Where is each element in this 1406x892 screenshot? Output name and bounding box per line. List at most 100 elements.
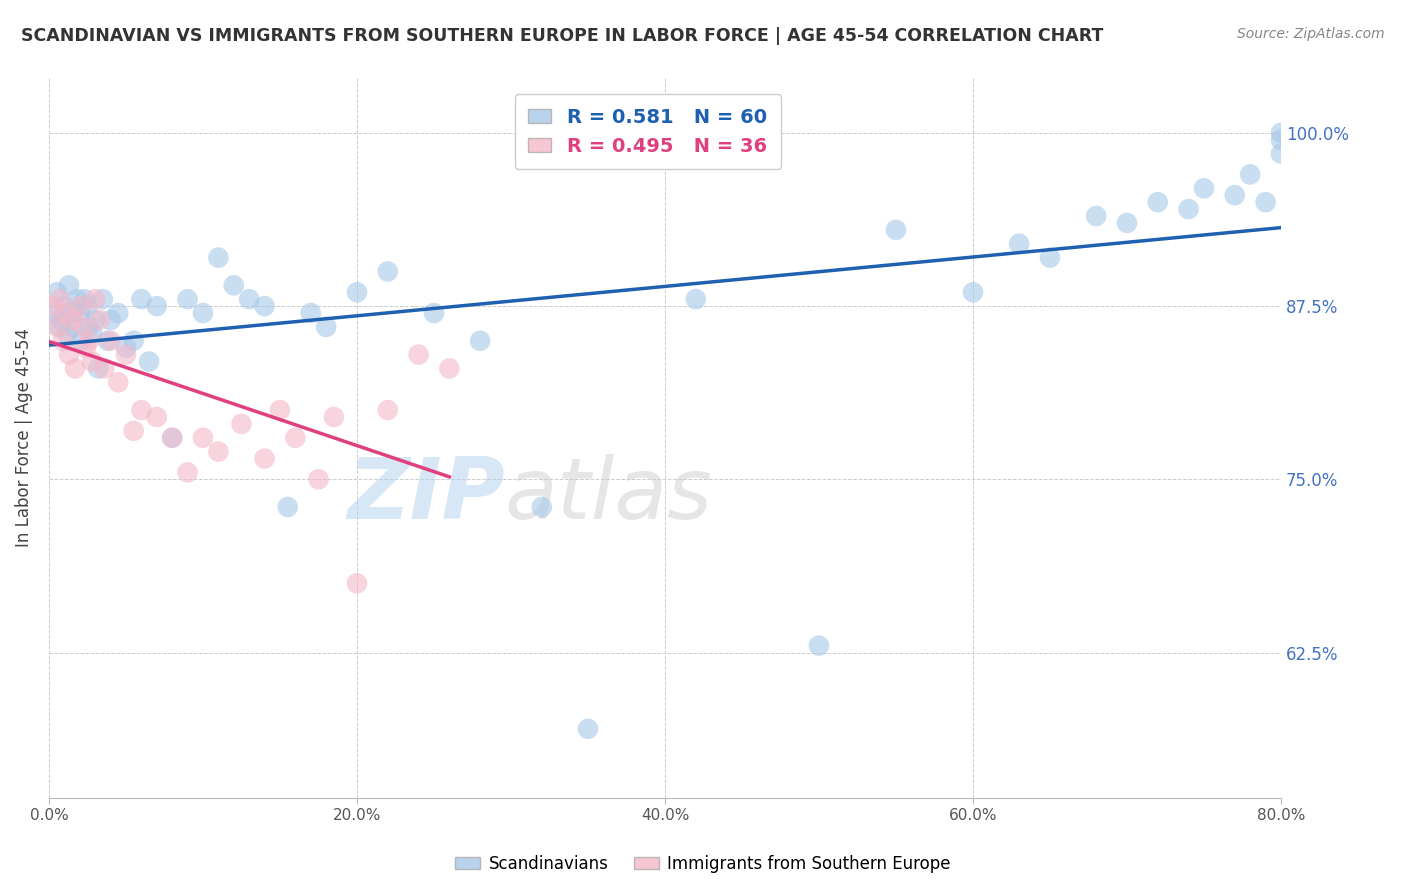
Point	[315, 319, 337, 334]
Point	[122, 424, 145, 438]
Point	[89, 313, 111, 327]
Point	[69, 306, 91, 320]
Point	[42, 299, 65, 313]
Point	[222, 278, 245, 293]
Point	[75, 341, 97, 355]
Point	[58, 348, 80, 362]
Point	[1254, 195, 1277, 210]
Point	[160, 431, 183, 445]
Point	[93, 361, 115, 376]
Point	[439, 361, 461, 376]
Point	[269, 403, 291, 417]
Point	[70, 334, 93, 348]
Text: atlas: atlas	[505, 454, 713, 537]
Point	[685, 292, 707, 306]
Point	[423, 306, 446, 320]
Point	[377, 264, 399, 278]
Point	[1239, 168, 1261, 182]
Point	[80, 354, 103, 368]
Point	[76, 299, 98, 313]
Point	[84, 313, 107, 327]
Legend: R = 0.581   N = 60, R = 0.495   N = 36: R = 0.581 N = 60, R = 0.495 N = 36	[515, 95, 780, 169]
Point	[131, 292, 153, 306]
Point	[45, 285, 67, 300]
Point	[346, 576, 368, 591]
Point	[80, 326, 103, 341]
Point	[191, 306, 214, 320]
Point	[115, 348, 138, 362]
Point	[52, 334, 75, 348]
Point	[1270, 133, 1292, 147]
Point	[91, 292, 114, 306]
Point	[1085, 209, 1108, 223]
Point	[122, 334, 145, 348]
Point	[63, 361, 86, 376]
Point	[408, 348, 430, 362]
Point	[1039, 251, 1062, 265]
Point	[100, 313, 122, 327]
Point	[51, 313, 73, 327]
Point	[299, 306, 322, 320]
Point	[96, 334, 118, 348]
Point	[1177, 202, 1199, 216]
Point	[207, 444, 229, 458]
Point	[284, 431, 307, 445]
Point	[207, 251, 229, 265]
Point	[238, 292, 260, 306]
Point	[231, 417, 253, 431]
Y-axis label: In Labor Force | Age 45-54: In Labor Force | Age 45-54	[15, 328, 32, 548]
Point	[530, 500, 553, 514]
Point	[62, 319, 84, 334]
Point	[58, 278, 80, 293]
Point	[807, 639, 830, 653]
Point	[962, 285, 984, 300]
Point	[84, 292, 107, 306]
Point	[73, 292, 96, 306]
Point	[60, 306, 83, 320]
Text: ZIP: ZIP	[347, 454, 505, 537]
Point	[100, 334, 122, 348]
Point	[176, 292, 198, 306]
Point	[308, 472, 330, 486]
Text: SCANDINAVIAN VS IMMIGRANTS FROM SOUTHERN EUROPE IN LABOR FORCE | AGE 45-54 CORRE: SCANDINAVIAN VS IMMIGRANTS FROM SOUTHERN…	[21, 27, 1104, 45]
Point	[56, 326, 79, 341]
Point	[1116, 216, 1139, 230]
Point	[45, 319, 67, 334]
Point	[55, 306, 77, 320]
Text: Source: ZipAtlas.com: Source: ZipAtlas.com	[1237, 27, 1385, 41]
Point	[277, 500, 299, 514]
Point	[1223, 188, 1246, 202]
Point	[48, 292, 70, 306]
Point	[77, 319, 100, 334]
Point	[60, 313, 83, 327]
Point	[77, 334, 100, 348]
Point	[146, 409, 169, 424]
Point	[1146, 195, 1168, 210]
Point	[42, 306, 65, 320]
Point	[53, 299, 76, 313]
Point	[377, 403, 399, 417]
Point	[322, 409, 344, 424]
Point	[160, 431, 183, 445]
Point	[131, 403, 153, 417]
Point	[48, 319, 70, 334]
Point	[884, 223, 907, 237]
Point	[72, 319, 94, 334]
Point	[1192, 181, 1215, 195]
Point	[470, 334, 492, 348]
Point	[176, 466, 198, 480]
Point	[253, 451, 276, 466]
Point	[87, 361, 110, 376]
Point	[191, 431, 214, 445]
Point	[1270, 126, 1292, 140]
Legend: Scandinavians, Immigrants from Southern Europe: Scandinavians, Immigrants from Southern …	[449, 848, 957, 880]
Point	[107, 306, 129, 320]
Point	[107, 376, 129, 390]
Point	[346, 285, 368, 300]
Point	[146, 299, 169, 313]
Point	[115, 341, 138, 355]
Point	[1008, 236, 1031, 251]
Point	[69, 299, 91, 313]
Point	[253, 299, 276, 313]
Point	[1270, 146, 1292, 161]
